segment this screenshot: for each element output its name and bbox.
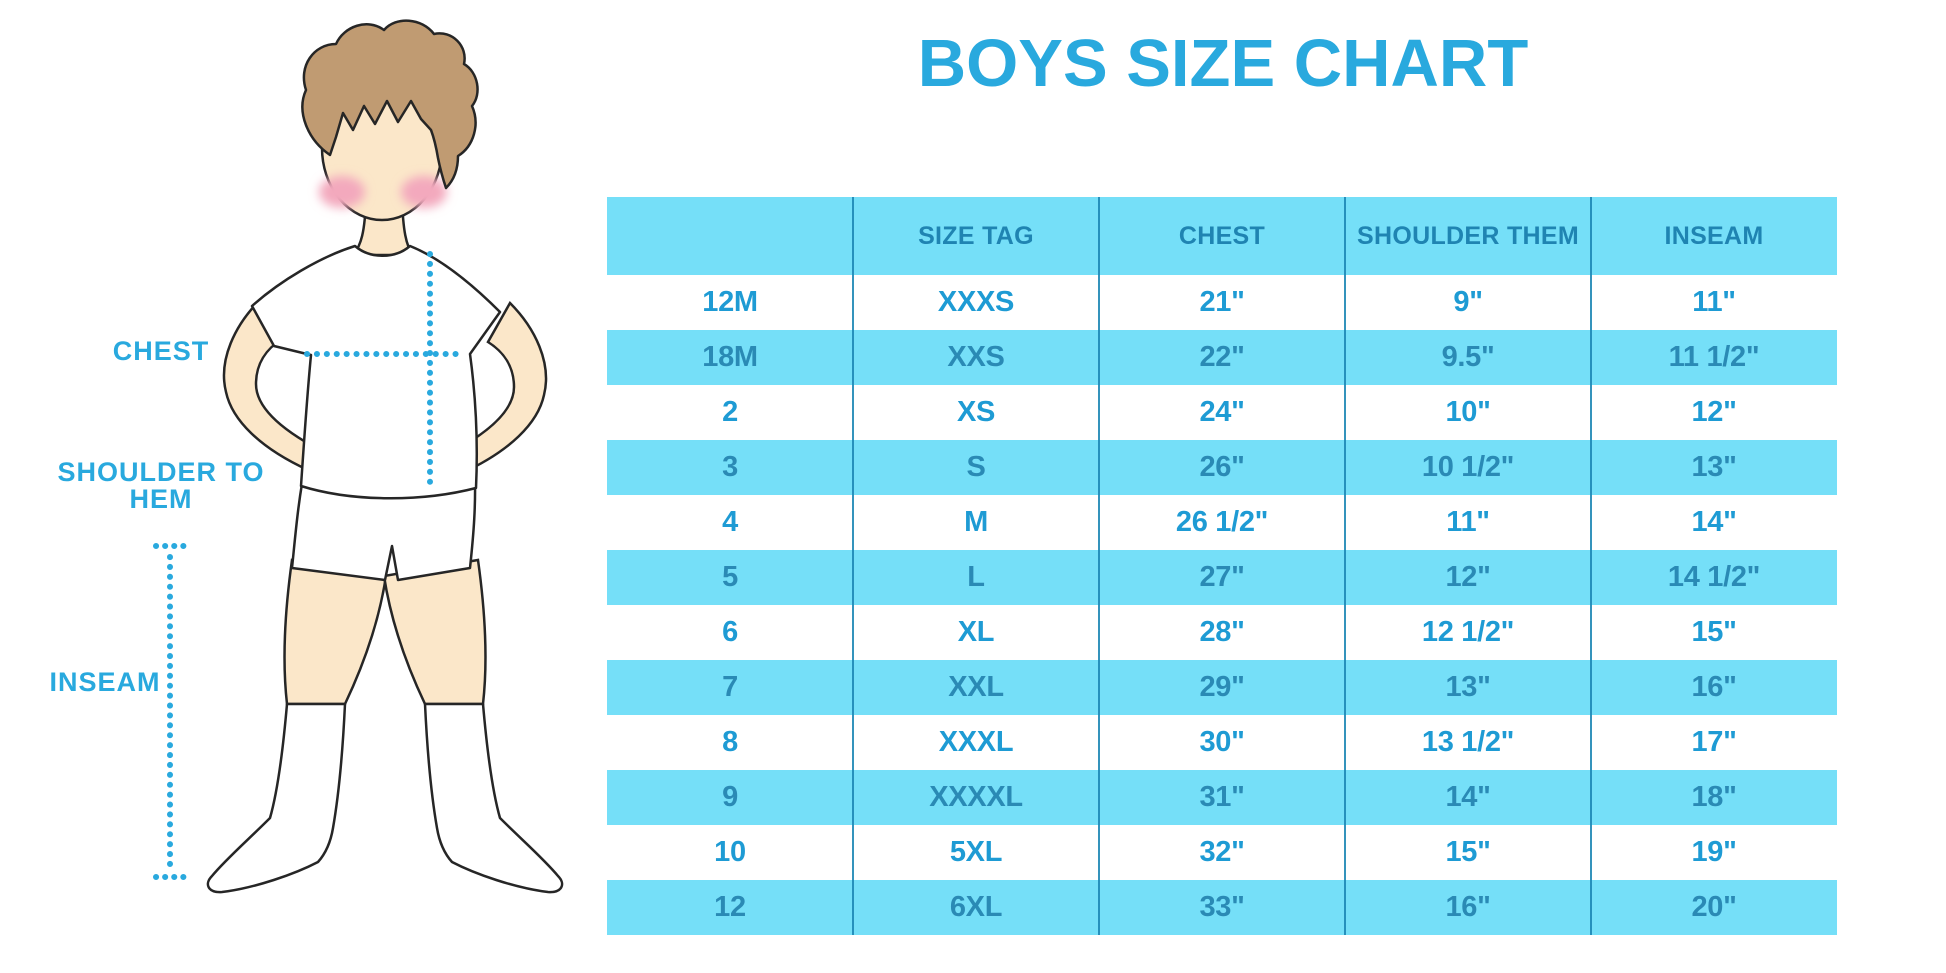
column-divider <box>1590 197 1592 935</box>
table-cell: XXL <box>948 671 1004 703</box>
table-row: 18M XXS 22" 9.5" 11 1/2" <box>607 330 1837 385</box>
table-cell: 30" <box>1199 726 1245 758</box>
column-divider <box>852 197 854 935</box>
boy-shirt <box>250 244 502 500</box>
table-cell: XXXS <box>937 286 1015 318</box>
table-cell: 11" <box>1446 506 1490 538</box>
table-cell: 13" <box>1445 671 1491 703</box>
table-cell: 11" <box>1692 286 1736 318</box>
header-cell-size <box>607 197 853 275</box>
table-cell: 7 <box>722 671 738 703</box>
table-row: 4 M 26 1/2" 11" 14" <box>607 495 1837 550</box>
table-row: 2 XS 24" 10" 12" <box>607 385 1837 440</box>
table-cell: 9.5" <box>1441 341 1495 373</box>
table-row: 7 XXL 29" 13" 16" <box>607 660 1837 715</box>
table-cell: M <box>964 506 988 538</box>
table-cell: 16" <box>1445 891 1491 923</box>
table-cell: 13" <box>1691 451 1737 483</box>
table-cell: 22" <box>1199 341 1245 373</box>
table-cell: 17" <box>1691 726 1737 758</box>
table-cell: 12" <box>1445 561 1491 593</box>
table-cell: 10" <box>1445 396 1491 428</box>
table-row: 8 XXXL 30" 13 1/2" 17" <box>607 715 1837 770</box>
column-divider <box>1344 197 1346 935</box>
table-cell: 12 <box>714 891 746 923</box>
table-cell: XXXXL <box>929 781 1023 813</box>
column-divider <box>1098 197 1100 935</box>
header-cell-shoulder: SHOULDER THEM <box>1357 221 1579 250</box>
table-cell: XXS <box>947 341 1005 373</box>
inseam-label: INSEAM <box>49 667 161 697</box>
table-cell: 19" <box>1691 836 1737 868</box>
table-cell: 12" <box>1691 396 1737 428</box>
table-cell: 15" <box>1691 616 1737 648</box>
table-cell: 9" <box>1453 286 1483 318</box>
table-cell: 10 <box>714 836 746 868</box>
table-cell: 5 <box>722 561 738 593</box>
table-cell: 14" <box>1691 506 1737 538</box>
boy-socks <box>206 702 564 894</box>
table-cell: 5XL <box>949 836 1003 868</box>
boy-hair <box>301 19 479 190</box>
page-title: BOYS SIZE CHART <box>917 26 1529 101</box>
table-cell: 4 <box>722 506 738 538</box>
chest-label: CHEST <box>112 336 210 366</box>
header-cell-size-tag: SIZE TAG <box>918 221 1034 250</box>
size-table: SIZE TAG CHEST SHOULDER THEM INSEAM 12M … <box>607 197 1837 935</box>
table-cell: 10 1/2" <box>1421 451 1515 483</box>
table-cell: 24" <box>1199 396 1245 428</box>
table-cell: L <box>967 561 985 593</box>
table-cell: XS <box>956 396 996 428</box>
header-cell-chest: CHEST <box>1178 221 1266 250</box>
shoulder-to-hem-label: SHOULDER TO HEM <box>57 457 265 514</box>
table-row: 10 5XL 32" 15" 19" <box>607 825 1837 880</box>
table-cell: 26 1/2" <box>1175 506 1269 538</box>
table-cell: 13 1/2" <box>1421 726 1515 758</box>
table-row: 6 XL 28" 12 1/2" 15" <box>607 605 1837 660</box>
table-row: 12 6XL 33" 16" 20" <box>607 880 1837 935</box>
table-cell: 8 <box>722 726 738 758</box>
table-cell: XXXL <box>938 726 1014 758</box>
table-cell: 2 <box>722 396 738 428</box>
table-row: 5 L 27" 12" 14 1/2" <box>607 550 1837 605</box>
table-cell: 27" <box>1199 561 1245 593</box>
table-cell: 12M <box>702 286 758 318</box>
table-cell: 31" <box>1199 781 1245 813</box>
table-cell: 3 <box>722 451 738 483</box>
table-cell: 12 1/2" <box>1421 616 1515 648</box>
table-cell: 26" <box>1199 451 1245 483</box>
boy-cheeks <box>319 176 447 208</box>
table-cell: 18M <box>702 341 758 373</box>
table-cell: 20" <box>1691 891 1737 923</box>
table-cell: 32" <box>1199 836 1245 868</box>
table-header-row: SIZE TAG CHEST SHOULDER THEM INSEAM <box>607 197 1837 275</box>
table-row: 9 XXXXL 31" 14" 18" <box>607 770 1837 825</box>
table-row: 12M XXXS 21" 9" 11" <box>607 275 1837 330</box>
table-cell: XL <box>957 616 995 648</box>
table-cell: 14 1/2" <box>1667 561 1761 593</box>
table-row: 3 S 26" 10 1/2" 13" <box>607 440 1837 495</box>
table-cell: 28" <box>1199 616 1245 648</box>
table-cell: 18" <box>1691 781 1737 813</box>
table-cell: 9 <box>722 781 738 813</box>
table-cell: S <box>966 451 986 483</box>
table-cell: 11 1/2" <box>1668 341 1760 373</box>
table-cell: 29" <box>1199 671 1245 703</box>
boy-figure-illustration <box>153 19 564 894</box>
table-cell: 6 <box>722 616 738 648</box>
table-cell: 33" <box>1199 891 1245 923</box>
table-cell: 16" <box>1691 671 1737 703</box>
table-cell: 21" <box>1199 286 1245 318</box>
table-cell: 15" <box>1445 836 1491 868</box>
table-cell: 6XL <box>949 891 1003 923</box>
boy-legs <box>283 558 487 706</box>
table-cell: 14" <box>1445 781 1491 813</box>
header-cell-inseam: INSEAM <box>1664 221 1764 250</box>
inseam-dotted-bracket <box>153 543 195 880</box>
